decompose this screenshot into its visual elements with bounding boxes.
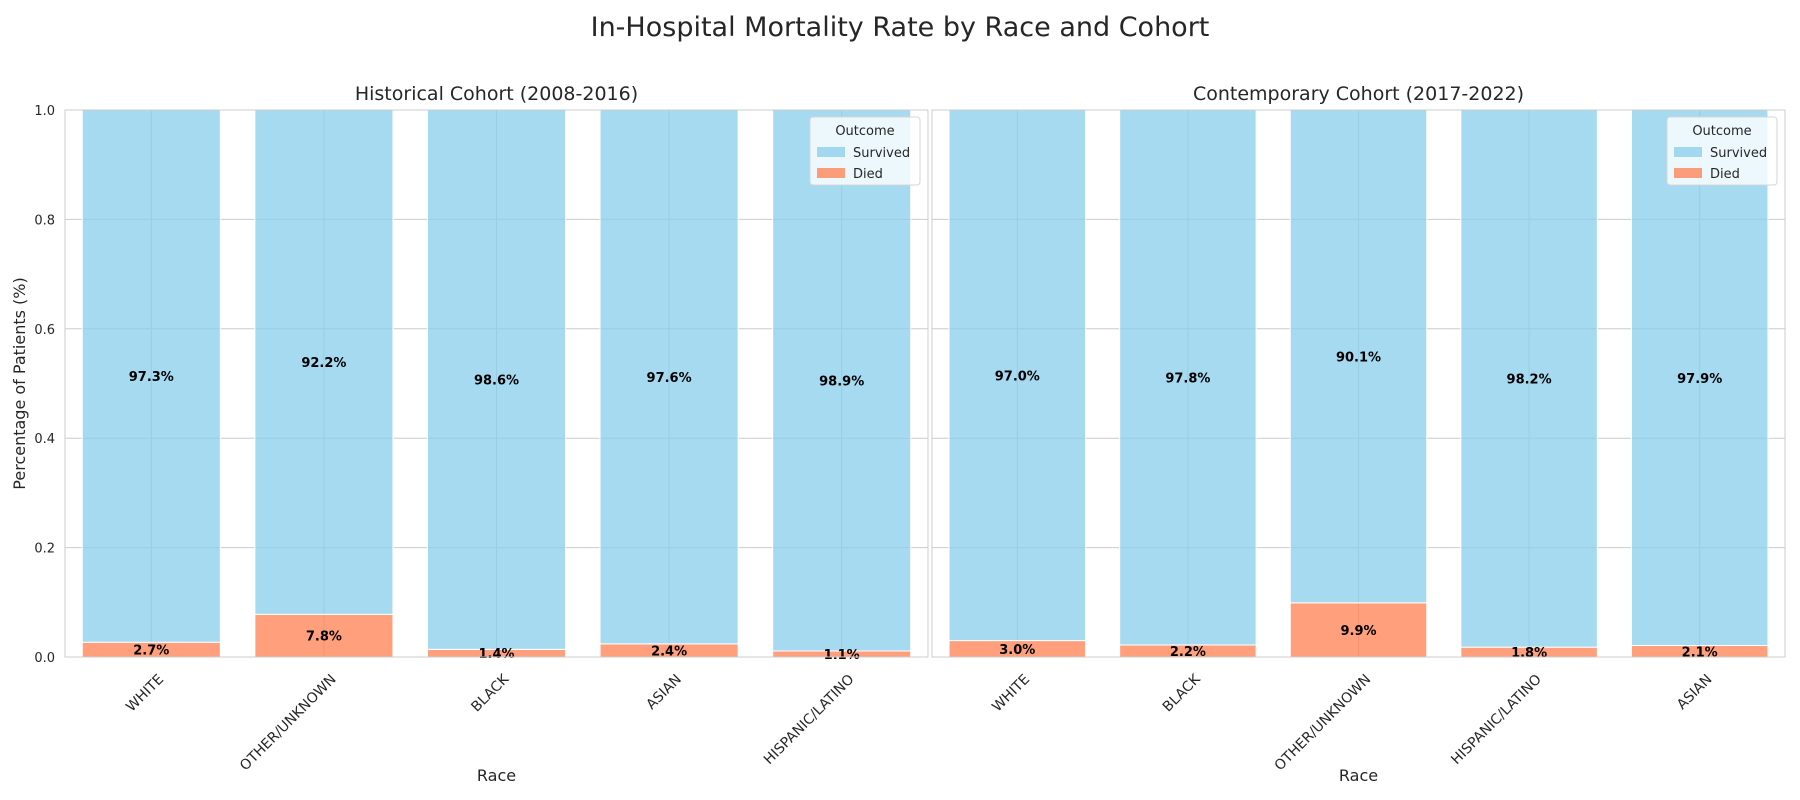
y-axis-label: Percentage of Patients (%) bbox=[10, 277, 29, 489]
data-label-survived: 98.2% bbox=[1507, 373, 1552, 388]
x-tick-label: WHITE bbox=[989, 671, 1033, 715]
bar-survived bbox=[81, 109, 221, 643]
legend-title: Outcome bbox=[835, 124, 894, 139]
data-label-survived: 97.6% bbox=[647, 371, 692, 386]
data-label-survived: 98.6% bbox=[474, 374, 519, 389]
x-tick-label: BLACK bbox=[1160, 671, 1204, 715]
legend-title: Outcome bbox=[1692, 124, 1751, 139]
bar-survived bbox=[1289, 109, 1428, 604]
panel-2: 3.0% 97.0% WHITE 2.2% 97.8% BLACK 9.9% 90.1% OTH… bbox=[931, 83, 1786, 785]
data-label-survived: 92.2% bbox=[301, 356, 346, 371]
x-tick-label: BLACK bbox=[468, 671, 512, 715]
x-tick-label: HISPANIC/LATINO bbox=[761, 671, 858, 768]
y-tick-label: 0.4 bbox=[34, 432, 55, 447]
x-tick-label: ASIAN bbox=[1674, 671, 1715, 712]
data-label-survived: 97.0% bbox=[995, 369, 1040, 384]
axes-frame bbox=[931, 109, 1786, 658]
x-tick-label: WHITE bbox=[123, 671, 167, 715]
data-label-died: 1.8% bbox=[1511, 646, 1547, 661]
axes-frame bbox=[64, 109, 929, 658]
bar-survived bbox=[599, 109, 739, 645]
x-axis-label: Race bbox=[1339, 766, 1378, 785]
legend: Outcome Survived Died bbox=[809, 116, 921, 186]
data-label-died: 1.4% bbox=[478, 647, 514, 662]
y-tick-label: 0.2 bbox=[34, 542, 55, 557]
bar-died bbox=[1289, 602, 1428, 658]
legend-label: Died bbox=[1710, 167, 1740, 182]
data-label-died: 1.1% bbox=[824, 648, 860, 663]
data-label-died: 2.4% bbox=[651, 644, 687, 659]
data-label-survived: 97.8% bbox=[1165, 371, 1210, 386]
x-tick-label: OTHER/UNKNOWN bbox=[237, 671, 340, 774]
bar-survived bbox=[772, 109, 912, 652]
bar-survived bbox=[1119, 109, 1257, 646]
legend-label: Survived bbox=[853, 146, 910, 161]
legend-label: Died bbox=[853, 167, 883, 182]
figure-title: In-Hospital Mortality Rate by Race and C… bbox=[591, 12, 1210, 43]
legend-swatch-died bbox=[1674, 168, 1702, 178]
x-tick-label: ASIAN bbox=[643, 671, 684, 712]
y-tick-label: 0.6 bbox=[34, 323, 55, 338]
data-label-survived: 98.9% bbox=[819, 374, 864, 389]
data-label-died: 2.7% bbox=[133, 644, 169, 659]
y-tick-label: 0.8 bbox=[34, 213, 55, 228]
bar-died bbox=[254, 613, 394, 658]
panel-title: Historical Cohort (2008-2016) bbox=[355, 83, 638, 105]
y-tick-label: 1.0 bbox=[34, 104, 55, 119]
y-tick-label: 0.0 bbox=[34, 651, 55, 666]
x-tick-label: HISPANIC/LATINO bbox=[1448, 671, 1545, 768]
panel-title: Contemporary Cohort (2017-2022) bbox=[1193, 83, 1524, 105]
panel-1: 2.7% 97.3% WHITE 7.8% 92.2% OTHER/UNKNOWN 1.4%… bbox=[10, 83, 929, 785]
data-label-survived: 90.1% bbox=[1336, 350, 1381, 365]
bar-survived bbox=[1630, 109, 1769, 647]
bar-survived bbox=[254, 109, 394, 615]
bar-survived bbox=[426, 109, 567, 650]
data-label-survived: 97.3% bbox=[129, 370, 174, 385]
legend-swatch-died bbox=[817, 168, 845, 178]
x-axis-label: Race bbox=[477, 766, 516, 785]
data-label-died: 7.8% bbox=[306, 630, 342, 645]
legend-swatch-survived bbox=[817, 147, 845, 157]
data-label-died: 9.9% bbox=[1340, 624, 1376, 639]
data-label-died: 2.2% bbox=[1170, 645, 1206, 660]
data-label-died: 3.0% bbox=[999, 643, 1035, 658]
data-label-survived: 97.9% bbox=[1677, 372, 1722, 387]
data-label-died: 2.1% bbox=[1682, 645, 1718, 660]
legend-swatch-survived bbox=[1674, 147, 1702, 157]
legend: Outcome Survived Died bbox=[1666, 116, 1778, 186]
x-tick-label: OTHER/UNKNOWN bbox=[1272, 671, 1375, 774]
bar-survived bbox=[1460, 109, 1598, 648]
legend-label: Survived bbox=[1710, 146, 1767, 161]
